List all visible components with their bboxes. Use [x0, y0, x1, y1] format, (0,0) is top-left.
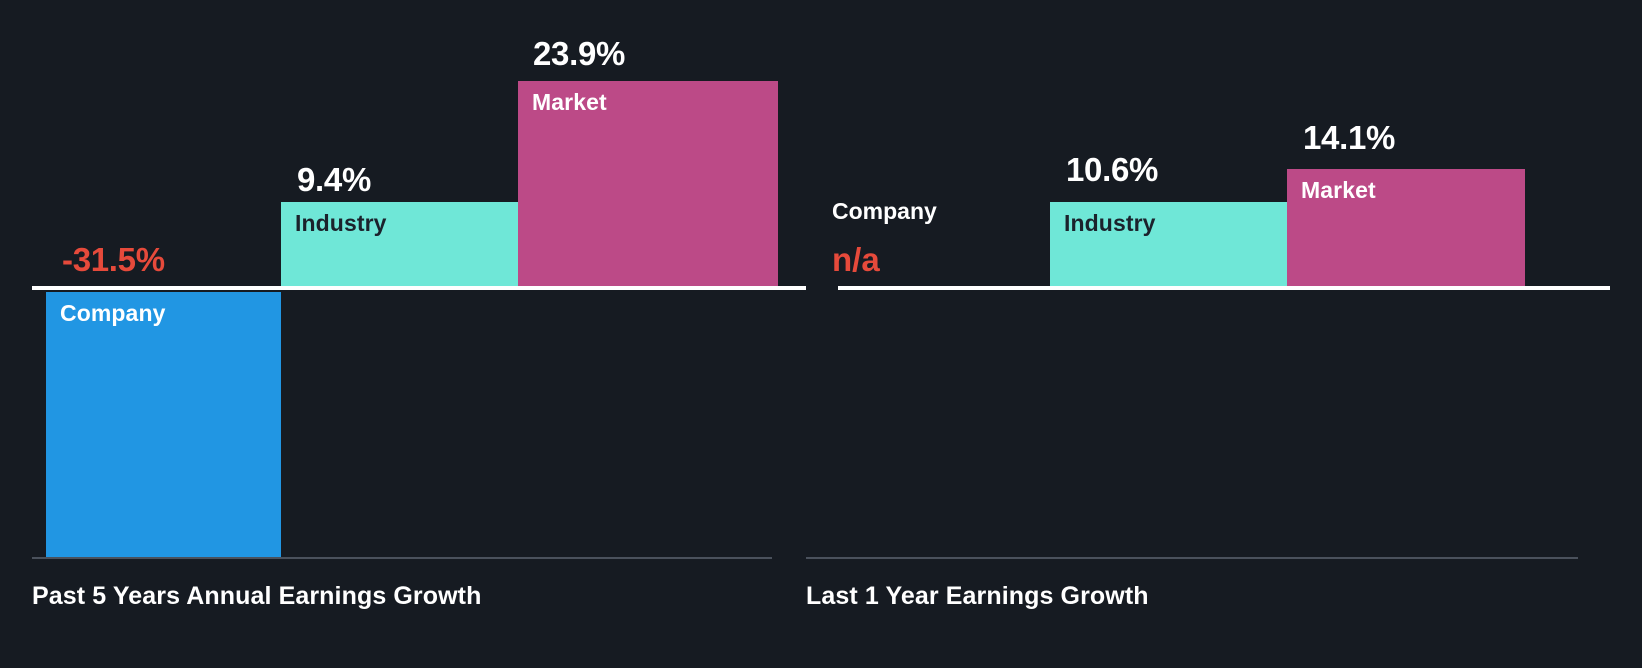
- bar-company-left[interactable]: Company: [46, 292, 281, 557]
- bar-value-industry-left: 9.4%: [297, 161, 372, 198]
- plot-area-left: Company -31.5% Industry 9.4% Market 23.9…: [0, 0, 806, 560]
- bar-industry-left[interactable]: Industry: [281, 202, 518, 288]
- axis-line-left: [32, 557, 772, 559]
- bar-market-right[interactable]: Market: [1287, 169, 1525, 288]
- bar-value-industry-right: 10.6%: [1066, 151, 1159, 188]
- bar-label-company-left: Company: [60, 300, 166, 326]
- panel-title-last-1-year: Last 1 Year Earnings Growth: [806, 582, 1149, 610]
- bar-label-company-right: Company: [832, 198, 937, 224]
- zero-baseline-left: [32, 286, 806, 290]
- panel-last-1-year: Company n/a Industry 10.6% Market 14.1% …: [806, 0, 1642, 668]
- bar-label-industry-left: Industry: [295, 210, 387, 236]
- bar-label-industry-right: Industry: [1064, 210, 1156, 236]
- bar-label-market-left: Market: [532, 89, 607, 115]
- bar-value-company-left: -31.5%: [62, 241, 165, 278]
- panel-title-past-5-years: Past 5 Years Annual Earnings Growth: [32, 582, 482, 610]
- bar-value-market-right: 14.1%: [1303, 119, 1396, 156]
- company-na-group-right[interactable]: Company n/a: [832, 198, 937, 278]
- bar-value-market-left: 23.9%: [533, 35, 626, 72]
- plot-area-right: Company n/a Industry 10.6% Market 14.1%: [806, 0, 1642, 560]
- bar-industry-right[interactable]: Industry: [1050, 202, 1287, 288]
- bar-value-company-right: n/a: [832, 241, 880, 278]
- panel-past-5-years: Company -31.5% Industry 9.4% Market 23.9…: [0, 0, 806, 668]
- bar-label-market-right: Market: [1301, 177, 1376, 203]
- axis-line-right: [806, 557, 1578, 559]
- zero-baseline-right: [838, 286, 1610, 290]
- bar-market-left[interactable]: Market: [518, 81, 778, 288]
